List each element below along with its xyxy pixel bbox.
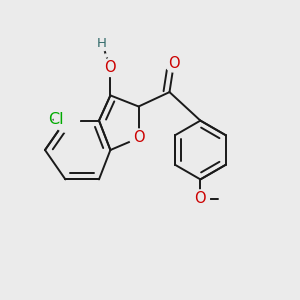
Text: H: H [97, 37, 107, 50]
Text: O: O [133, 130, 144, 146]
Text: O: O [168, 56, 180, 70]
Circle shape [105, 54, 108, 57]
Circle shape [101, 58, 119, 76]
Text: O: O [195, 191, 206, 206]
Circle shape [165, 54, 183, 72]
Circle shape [191, 190, 209, 208]
Text: Cl: Cl [48, 112, 64, 127]
Circle shape [94, 36, 110, 51]
Circle shape [54, 107, 80, 132]
Text: O: O [105, 60, 116, 75]
Circle shape [130, 129, 148, 147]
